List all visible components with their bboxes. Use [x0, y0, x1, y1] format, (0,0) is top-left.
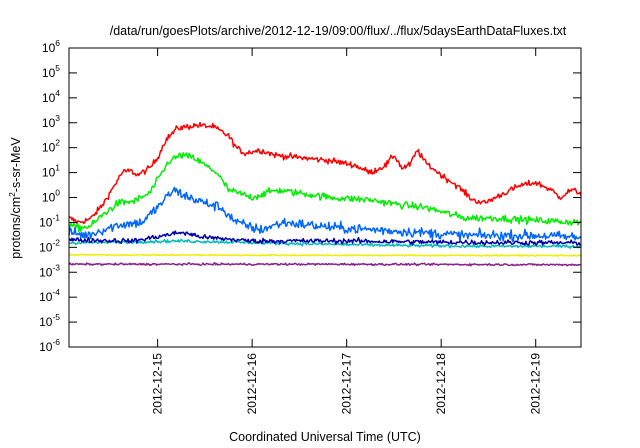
x-tick-label: 2012-12-17 [340, 353, 354, 415]
y-tick-label: 106 [42, 38, 60, 55]
x-tick-label: 2012-12-15 [151, 353, 165, 415]
x-tick-label: 2012-12-18 [434, 353, 448, 415]
x-axis-label: Coordinated Universal Time (UTC) [229, 430, 421, 444]
y-tick-label: 101 [42, 163, 60, 180]
y-tick-label: 10-6 [39, 337, 60, 354]
y-tick-label: 10-4 [39, 287, 60, 304]
y-tick-label: 10-1 [39, 212, 60, 229]
series-line-4 [68, 230, 582, 246]
y-tick-label: 102 [42, 138, 60, 155]
series-layer [68, 121, 582, 267]
ticks-layer: 10-6 10-5 10-4 10-3 10-2 10-1 100 101 102 103 104 1… [39, 38, 581, 414]
y-tick-label: 103 [42, 113, 60, 130]
y-tick-label: 10-5 [39, 312, 60, 329]
series-line-2 [68, 186, 582, 243]
y-tick-label: 105 [42, 63, 60, 80]
y-tick-label: 104 [42, 88, 60, 105]
y-axis-label: protons/cm2-s-sr-MeV [7, 137, 23, 259]
x-tick-label: 2012-12-16 [245, 353, 259, 415]
series-line-3 [68, 238, 582, 250]
series-line-1 [68, 152, 582, 233]
x-tick-label: 2012-12-19 [529, 353, 543, 415]
y-tick-label: 10-3 [39, 262, 60, 279]
series-line-6 [68, 261, 582, 267]
chart-title: /data/run/goesPlots/archive/2012-12-19/0… [110, 24, 567, 38]
series-line-5 [68, 253, 582, 258]
y-tick-label: 100 [42, 188, 60, 205]
series-line-0 [68, 121, 582, 225]
y-tick-label: 10-2 [39, 237, 60, 254]
